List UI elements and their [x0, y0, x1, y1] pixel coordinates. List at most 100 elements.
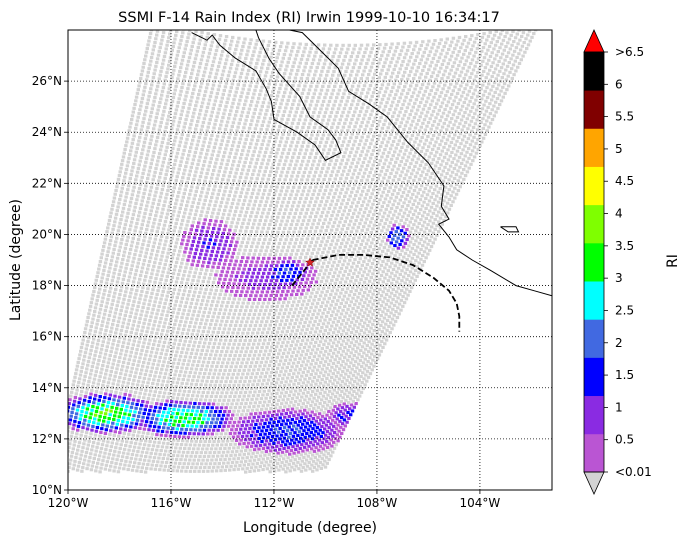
ri-pixel — [235, 255, 240, 259]
ri-pixel — [392, 213, 396, 217]
ri-pixel — [223, 353, 228, 357]
ri-pixel — [317, 354, 321, 358]
ri-pixel — [314, 305, 318, 309]
ri-pixel — [338, 191, 343, 195]
ri-pixel — [224, 443, 228, 447]
ri-pixel — [183, 304, 187, 308]
ri-pixel — [226, 232, 231, 236]
ri-pixel — [181, 439, 185, 443]
ri-pixel — [146, 306, 150, 310]
ri-pixel — [365, 263, 370, 267]
ri-pixel — [145, 466, 149, 470]
ri-pixel — [104, 447, 108, 451]
ri-pixel — [328, 282, 332, 286]
ri-pixel — [317, 364, 321, 368]
ri-pixel — [91, 385, 95, 389]
ri-pixel — [140, 199, 144, 203]
ri-pixel — [226, 461, 230, 465]
ri-pixel — [166, 189, 170, 193]
ri-pixel — [261, 404, 265, 408]
ri-pixel — [369, 276, 373, 280]
ri-pixel — [204, 368, 208, 372]
ri-pixel — [275, 200, 280, 204]
ri-pixel — [108, 373, 113, 377]
ri-pixel — [238, 354, 242, 358]
ri-pixel — [359, 390, 364, 394]
ri-pixel — [241, 445, 245, 449]
ri-pixel — [284, 422, 288, 426]
ri-pixel — [240, 424, 244, 428]
ri-pixel — [252, 267, 257, 271]
ri-pixel — [200, 348, 204, 352]
ri-pixel — [290, 417, 294, 421]
ri-pixel — [119, 218, 123, 222]
ri-pixel — [323, 283, 327, 287]
ri-pixel — [344, 414, 348, 418]
ri-pixel — [203, 439, 207, 443]
ri-pixel — [213, 277, 217, 281]
ri-pixel — [223, 383, 227, 387]
ri-pixel — [243, 405, 247, 409]
ri-pixel — [152, 323, 156, 327]
ri-pixel — [167, 453, 171, 457]
ri-pixel — [129, 425, 133, 429]
ri-pixel — [217, 461, 221, 465]
ri-pixel — [223, 468, 227, 472]
ri-pixel — [333, 231, 338, 235]
ri-pixel — [250, 346, 254, 350]
ri-pixel — [296, 361, 301, 365]
ri-pixel — [192, 216, 197, 220]
ri-pixel — [245, 290, 249, 294]
ri-pixel — [237, 327, 241, 331]
ri-pixel — [152, 241, 157, 245]
ri-pixel — [187, 405, 191, 409]
ri-pixel — [275, 434, 279, 438]
ri-pixel — [308, 414, 313, 418]
ri-pixel — [330, 345, 334, 349]
ri-pixel — [277, 271, 281, 275]
ri-pixel — [360, 355, 364, 359]
ri-pixel — [294, 267, 298, 271]
ri-pixel — [315, 211, 319, 215]
ri-pixel — [434, 184, 439, 188]
ri-pixel — [300, 443, 304, 447]
ri-pixel — [159, 449, 163, 453]
ri-pixel — [315, 368, 320, 372]
ri-pixel — [220, 443, 224, 447]
ri-pixel — [336, 360, 340, 364]
ri-pixel — [188, 270, 192, 274]
ri-pixel — [249, 455, 254, 459]
ri-pixel — [354, 330, 359, 334]
ri-pixel — [324, 423, 329, 427]
ri-pixel — [96, 338, 101, 342]
ri-pixel — [322, 261, 326, 265]
ri-pixel — [192, 375, 196, 379]
ri-pixel — [107, 436, 111, 440]
ri-pixel — [398, 282, 402, 286]
ri-pixel — [137, 446, 141, 450]
ri-pixel — [322, 207, 326, 211]
ri-pixel — [197, 294, 201, 298]
ri-pixel — [222, 312, 226, 316]
ri-pixel — [360, 228, 364, 232]
ri-pixel — [198, 306, 203, 310]
ri-pixel — [343, 408, 347, 412]
ri-pixel — [121, 400, 125, 404]
ri-pixel — [181, 277, 185, 281]
ri-pixel — [133, 441, 138, 445]
ri-pixel — [118, 411, 122, 415]
ri-pixel — [305, 464, 310, 468]
ri-pixel — [343, 382, 347, 386]
ri-pixel — [105, 253, 109, 257]
ri-pixel — [295, 406, 299, 410]
ri-pixel — [123, 353, 128, 357]
ri-pixel — [212, 326, 217, 330]
ri-pixel — [87, 400, 91, 404]
ri-pixel — [239, 427, 243, 431]
ri-pixel — [315, 265, 319, 269]
ri-pixel — [197, 221, 201, 225]
ri-pixel — [343, 325, 347, 329]
ri-pixel — [261, 357, 265, 361]
ri-pixel — [206, 469, 210, 473]
ri-pixel — [327, 342, 331, 346]
